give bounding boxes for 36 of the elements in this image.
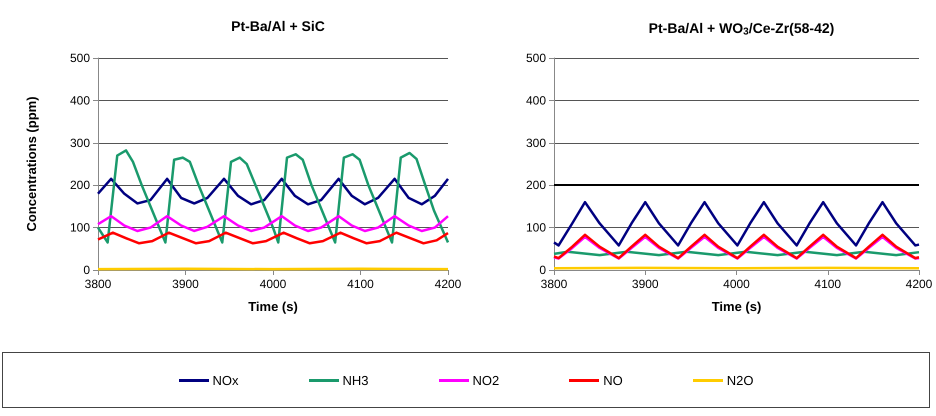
x-tick-label: 4000 — [260, 277, 287, 291]
x-tick-label: 4200 — [434, 277, 462, 291]
x-tick-label: 4000 — [723, 277, 750, 291]
line-series — [552, 200, 920, 247]
legend-label: NOx — [212, 372, 238, 388]
x-tick-label: 3800 — [540, 277, 568, 291]
y-tick-label: 0 — [83, 263, 90, 277]
y-tick-label: 500 — [526, 51, 546, 65]
legend-label: NO — [603, 372, 623, 388]
line-series — [96, 231, 450, 245]
x-tick-label: 3900 — [172, 277, 200, 291]
y-tick-label: 400 — [70, 93, 90, 108]
x-tick-label: 4100 — [814, 277, 842, 291]
line-series — [96, 149, 450, 244]
y-tick-label: 200 — [70, 178, 90, 192]
y-tick-label: 100 — [70, 220, 90, 235]
y-tick-label: 400 — [526, 93, 546, 108]
y-axis-title: Concentrations (ppm) — [24, 96, 39, 232]
y-tick-label: 300 — [70, 136, 90, 150]
y-tick-label: 300 — [526, 136, 546, 150]
chart-title: Pt-Ba/Al + SiC — [231, 18, 325, 34]
legend-label: NO2 — [472, 372, 500, 388]
legend-label: N2O — [726, 372, 754, 388]
line-series — [96, 214, 450, 232]
x-tick-label: 4100 — [347, 277, 374, 291]
y-tick-label: 100 — [526, 220, 546, 235]
y-tick-label: 500 — [70, 51, 90, 65]
line-series — [96, 178, 450, 206]
x-axis-title: Time (s) — [712, 299, 762, 314]
y-tick-label: 0 — [539, 263, 546, 277]
y-tick-label: 200 — [526, 178, 546, 192]
legend-label: NH3 — [342, 372, 369, 388]
x-axis-title: Time (s) — [248, 299, 298, 314]
x-tick-label: 4200 — [906, 277, 933, 291]
x-tick-label: 3900 — [632, 277, 659, 291]
x-tick-label: 3800 — [84, 277, 112, 291]
